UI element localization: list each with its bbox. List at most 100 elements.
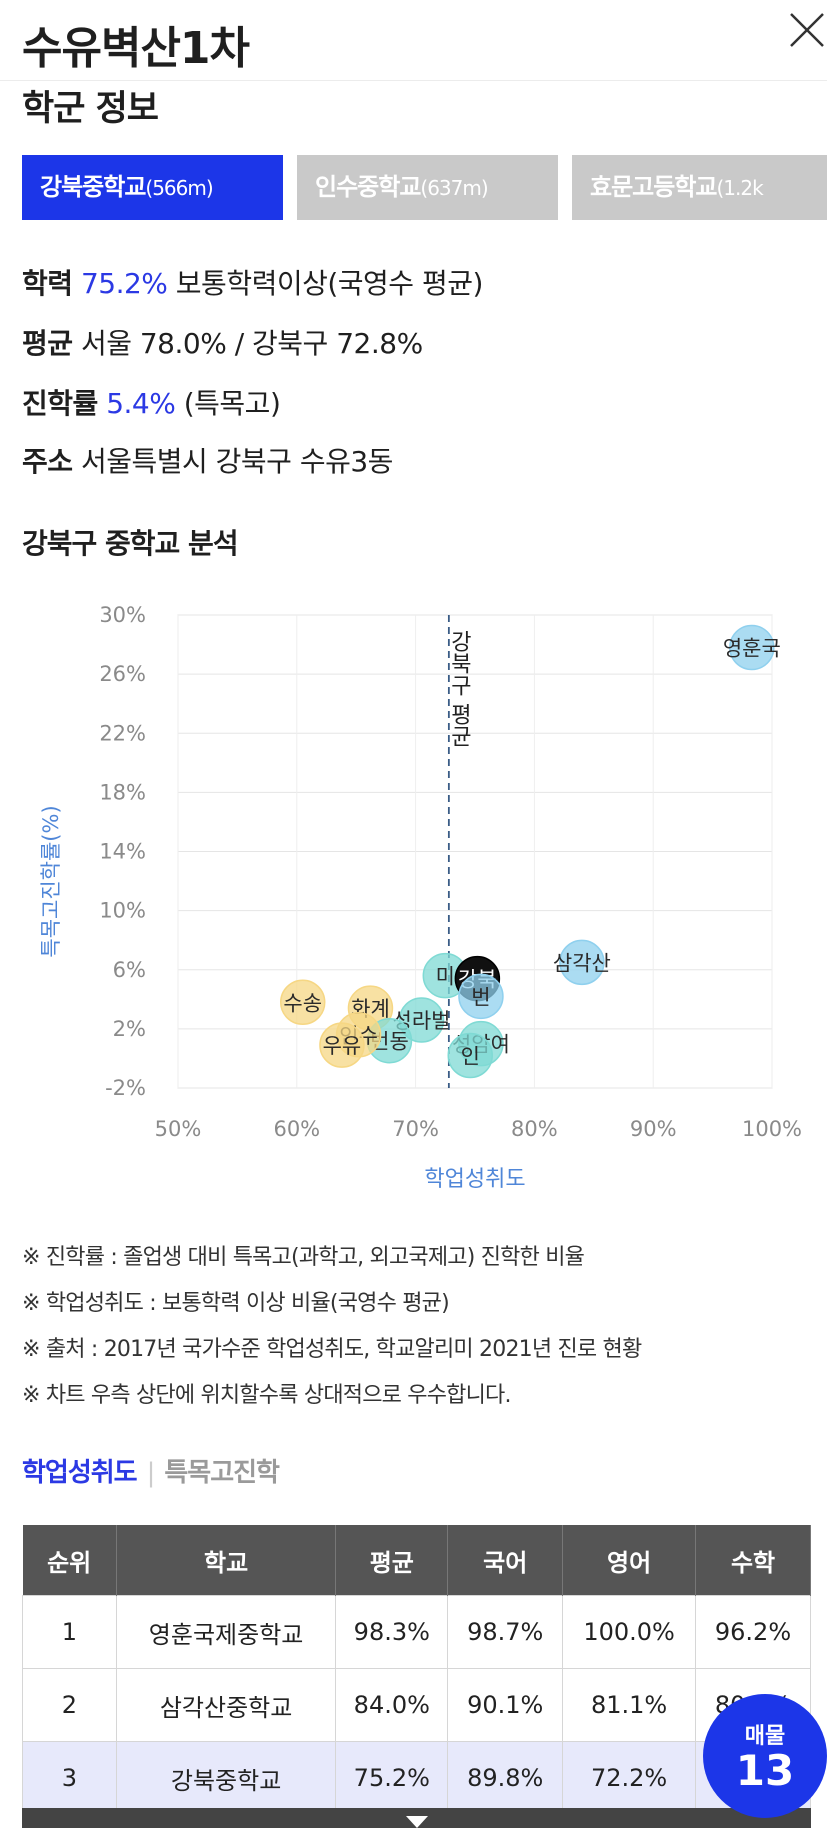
listings-label: 매물	[744, 1724, 786, 1749]
note-line: ※ 차트 우측 상단에 위치할수록 상대적으로 우수합니다.	[22, 1383, 511, 1408]
expand-table-button[interactable]	[22, 1808, 811, 1828]
tab-school-distance: (637m)	[420, 176, 488, 200]
data-point-label: 삼각산	[553, 951, 611, 975]
cell-school: 삼각산중학교	[115, 1668, 337, 1742]
table-row[interactable]: 1 영훈국제중학교 98.3% 98.7% 100.0% 96.2%	[22, 1595, 811, 1669]
table-row[interactable]: 2 삼각산중학교 84.0% 90.1% 81.1% 80.6%	[22, 1668, 811, 1742]
info-desc: (특목고)	[183, 387, 281, 420]
x-tick-label: 80%	[511, 1117, 558, 1141]
info-label: 평균	[22, 327, 73, 360]
col-english: 영어	[562, 1525, 697, 1596]
y-tick-label: 14%	[99, 840, 146, 864]
y-tick-label: 10%	[99, 899, 146, 923]
cell-english: 72.2%	[562, 1741, 697, 1815]
x-tick-label: 60%	[273, 1117, 320, 1141]
data-point-label: 영훈국	[723, 637, 781, 661]
tab-school-1[interactable]: 강북중학교(566m)	[22, 155, 283, 220]
info-value: 75.2%	[80, 267, 168, 300]
data-point	[398, 997, 445, 1043]
cell-average: 75.2%	[335, 1741, 449, 1815]
x-tick-label: 100%	[742, 1117, 802, 1141]
table-header-row: 순위 학교 평균 국어 영어 수학	[22, 1525, 811, 1596]
cell-korean: 89.8%	[447, 1741, 564, 1815]
y-tick-label: 6%	[113, 958, 146, 982]
close-icon[interactable]	[787, 10, 827, 50]
data-point	[559, 939, 605, 986]
scatter-chart: 30% 26% 22% 18% 14% 10% 6% 2% -2% 50% 60% 70% 80% 90%…	[39, 603, 802, 1192]
note-line: ※ 진학률 : 졸업생 대비 특목고(과학고, 외고국제고) 진학한 비율	[22, 1245, 585, 1270]
reference-line-label: 강북구 평균	[446, 630, 471, 747]
school-tabs: 강북중학교(566m) 인수중학교(637m) 효문고등학교(1.2k	[22, 155, 827, 220]
tab-school-2[interactable]: 인수중학교(637m)	[297, 155, 558, 220]
tab-divider: |	[146, 1458, 156, 1488]
cell-korean: 98.7%	[447, 1595, 564, 1669]
cell-rank: 3	[22, 1741, 117, 1815]
cell-korean: 90.1%	[447, 1668, 564, 1742]
x-tick-label: 90%	[630, 1117, 677, 1141]
info-label: 주소	[22, 445, 73, 478]
x-tick-label: 50%	[155, 1117, 202, 1141]
info-value: 서울특별시 강북구 수유3동	[80, 445, 393, 478]
data-point-label: 수송	[283, 991, 322, 1015]
info-address: 주소 서울특별시 강북구 수유3동	[22, 440, 393, 480]
header: 수유벽산1차	[0, 0, 827, 81]
info-average: 평균 서울 78.0% / 강북구 72.8%	[22, 322, 423, 362]
y-axis-title: 특목고진학률(%)	[39, 805, 63, 957]
chart-notes: ※ 진학률 : 졸업생 대비 특목고(과학고, 외고국제고) 진학한 비율 ※ …	[22, 1235, 642, 1419]
tab-school-3[interactable]: 효문고등학교(1.2k	[572, 155, 827, 220]
cell-school: 영훈국제중학교	[115, 1595, 337, 1669]
data-point-label: 번	[471, 985, 490, 1009]
col-math: 수학	[695, 1525, 811, 1596]
cell-average: 84.0%	[335, 1668, 449, 1742]
x-axis-title: 학업성취도	[424, 1167, 525, 1192]
tab-school-distance: (566m)	[145, 176, 213, 200]
cell-school: 강북중학교	[115, 1741, 337, 1815]
info-value: 5.4%	[106, 387, 176, 420]
cell-math: 96.2%	[695, 1595, 811, 1669]
listings-button[interactable]: 매물 13	[703, 1694, 827, 1818]
info-label: 진학률	[22, 387, 98, 420]
y-tick-label: 26%	[99, 662, 146, 686]
tab-school-name: 인수중학교	[315, 173, 421, 201]
cell-english: 100.0%	[562, 1595, 697, 1669]
data-point-label: 인	[461, 1044, 480, 1068]
data-point	[447, 1032, 493, 1079]
cell-average: 98.3%	[335, 1595, 449, 1669]
data-point-label: 미	[436, 965, 455, 989]
data-point	[458, 973, 504, 1020]
data-point-label: 우유	[323, 1034, 362, 1058]
info-academic: 학력 75.2% 보통학력이상(국영수 평균)	[22, 262, 483, 302]
note-line: ※ 학업성취도 : 보통학력 이상 비율(국영수 평균)	[22, 1291, 450, 1316]
table-row-highlight[interactable]: 3 강북중학교 75.2% 89.8% 72.2%	[22, 1741, 811, 1815]
page-title: 수유벽산1차	[22, 23, 250, 74]
ranking-tabs: 학업성취도 | 특목고진학	[22, 1452, 280, 1489]
info-label: 학력	[22, 267, 73, 300]
cell-english: 81.1%	[562, 1668, 697, 1742]
tab-school-name: 강북중학교	[40, 173, 146, 201]
col-rank: 순위	[22, 1525, 117, 1596]
chart-title: 강북구 중학교 분석	[22, 527, 239, 560]
section-title: 학군 정보	[22, 89, 159, 129]
listings-count: 13	[735, 1746, 795, 1795]
data-point	[729, 624, 775, 671]
info-value: 서울 78.0% / 강북구 72.8%	[80, 327, 423, 360]
y-tick-label: 22%	[99, 721, 146, 745]
tab-school-distance: (1.2k	[716, 176, 763, 200]
chevron-down-icon	[406, 1816, 428, 1828]
col-korean: 국어	[447, 1525, 564, 1596]
info-desc: 보통학력이상(국영수 평균)	[175, 267, 484, 300]
note-line: ※ 출처 : 2017년 국가수준 학업성취도, 학교알리미 2021년 진로 …	[22, 1337, 642, 1362]
y-tick-label: 2%	[113, 1017, 146, 1041]
cell-rank: 2	[22, 1668, 117, 1742]
y-tick-label: 18%	[99, 780, 146, 804]
tab-special-school[interactable]: 특목고진학	[164, 1458, 280, 1488]
info-advance: 진학률 5.4% (특목고)	[22, 382, 281, 422]
tab-school-name: 효문고등학교	[590, 173, 717, 201]
y-tick-label: -2%	[105, 1076, 146, 1100]
cell-rank: 1	[22, 1595, 117, 1669]
data-point	[319, 1022, 365, 1068]
data-point	[279, 979, 326, 1026]
tab-academic[interactable]: 학업성취도	[22, 1458, 138, 1488]
ranking-table: 순위 학교 평균 국어 영어 수학 1 영훈국제중학교 98.3% 98.7% …	[22, 1525, 811, 1815]
col-average: 평균	[335, 1525, 449, 1596]
